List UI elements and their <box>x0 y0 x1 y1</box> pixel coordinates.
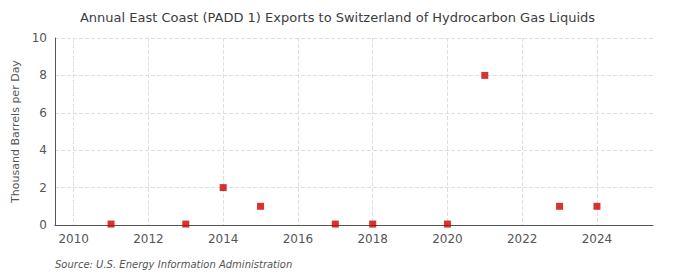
svg-text:2020: 2020 <box>432 232 463 246</box>
svg-text:2014: 2014 <box>208 232 239 246</box>
svg-text:2016: 2016 <box>283 232 314 246</box>
svg-text:Source: U.S. Energy Informatio: Source: U.S. Energy Information Administ… <box>55 259 292 270</box>
svg-text:Thousand Barrels per Day: Thousand Barrels per Day <box>9 60 22 204</box>
svg-text:Annual East Coast (PADD 1) Exp: Annual East Coast (PADD 1) Exports to Sw… <box>80 10 595 25</box>
svg-text:0: 0 <box>39 218 47 232</box>
svg-text:2024: 2024 <box>582 232 613 246</box>
svg-text:2022: 2022 <box>507 232 538 246</box>
svg-text:2012: 2012 <box>133 232 164 246</box>
svg-text:10: 10 <box>32 31 47 45</box>
svg-text:2: 2 <box>39 181 47 195</box>
svg-text:2018: 2018 <box>357 232 388 246</box>
svg-text:6: 6 <box>39 106 47 120</box>
svg-text:4: 4 <box>39 143 47 157</box>
svg-text:8: 8 <box>39 68 47 82</box>
svg-text:2010: 2010 <box>58 232 89 246</box>
